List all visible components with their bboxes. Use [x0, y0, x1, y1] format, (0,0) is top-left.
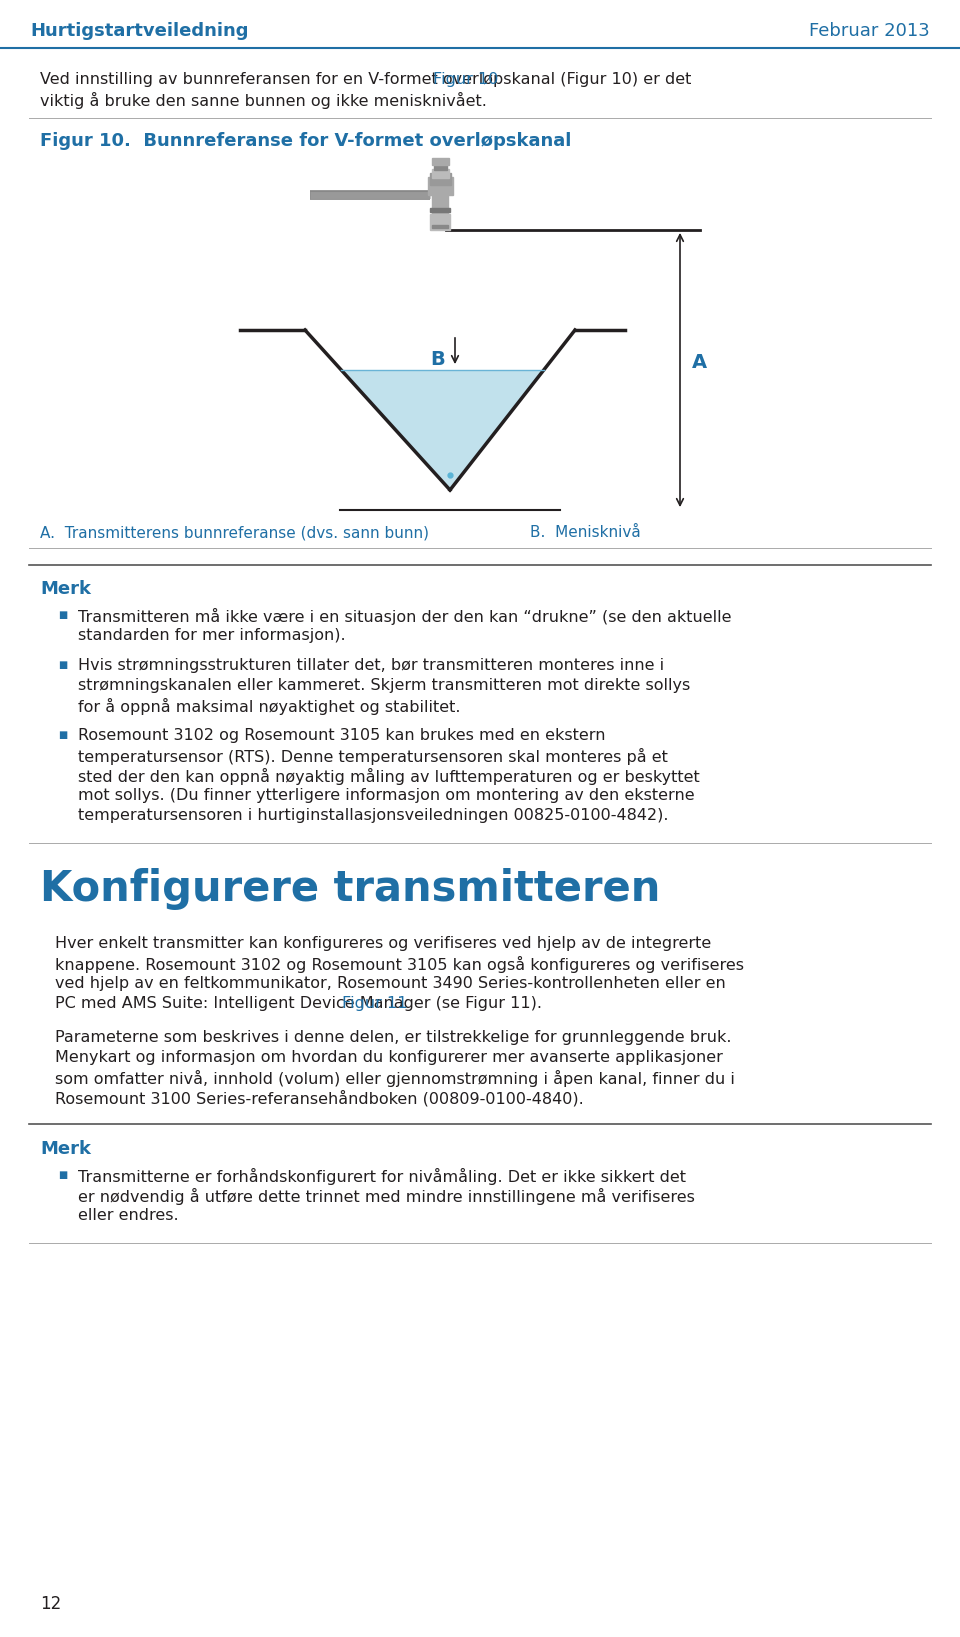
Bar — [430, 214, 450, 231]
Bar — [432, 224, 448, 228]
Text: ■: ■ — [58, 611, 67, 620]
Text: Ved innstilling av bunnreferansen for en V-formet overløpskanal (Figur 10) er de: Ved innstilling av bunnreferansen for en… — [40, 72, 691, 87]
Text: standarden for mer informasjon).: standarden for mer informasjon). — [78, 629, 346, 643]
Text: Konfigurere transmitteren: Konfigurere transmitteren — [40, 868, 660, 910]
Polygon shape — [341, 370, 543, 488]
Text: ved hjelp av en feltkommunikator, Rosemount 3490 Series-kontrollenheten eller en: ved hjelp av en feltkommunikator, Rosemo… — [55, 976, 726, 990]
Text: B: B — [430, 350, 445, 368]
Text: Figur 10: Figur 10 — [433, 72, 498, 87]
Text: som omfatter nivå, innhold (volum) eller gjennomstrømning i åpen kanal, finner d: som omfatter nivå, innhold (volum) eller… — [55, 1071, 734, 1087]
Bar — [432, 193, 448, 214]
Text: Merk: Merk — [40, 1139, 91, 1157]
Text: for å oppnå maksimal nøyaktighet og stabilitet.: for å oppnå maksimal nøyaktighet og stab… — [78, 697, 461, 715]
Text: A: A — [692, 352, 708, 372]
Text: Rosemount 3100 Series-referansehåndboken (00809-0100-4840).: Rosemount 3100 Series-referansehåndboken… — [55, 1090, 584, 1107]
Text: mot sollys. (Du finner ytterligere informasjon om montering av den eksterne: mot sollys. (Du finner ytterligere infor… — [78, 787, 695, 804]
Text: Merk: Merk — [40, 579, 91, 598]
Text: Februar 2013: Februar 2013 — [809, 21, 930, 39]
Text: ■: ■ — [58, 660, 67, 670]
Text: 12: 12 — [40, 1594, 61, 1612]
Text: Hurtigstartveiledning: Hurtigstartveiledning — [30, 21, 249, 39]
Text: sted der den kan oppnå nøyaktig måling av lufttemperaturen og er beskyttet: sted der den kan oppnå nøyaktig måling a… — [78, 768, 700, 786]
Text: Transmitteren må ikke være i en situasjon der den kan “drukne” (se den aktuelle: Transmitteren må ikke være i en situasjo… — [78, 607, 732, 625]
Text: er nødvendig å utføre dette trinnet med mindre innstillingene må verifiseres: er nødvendig å utføre dette trinnet med … — [78, 1188, 695, 1205]
Text: ■: ■ — [58, 730, 67, 740]
Text: Hvis strømningsstrukturen tillater det, bør transmitteren monteres inne i: Hvis strømningsstrukturen tillater det, … — [78, 658, 664, 673]
Text: temperatursensoren i hurtiginstallasjonsveiledningen 00825-0100-4842).: temperatursensoren i hurtiginstallasjons… — [78, 809, 668, 823]
Text: PC med AMS Suite: Intelligent Device Manager (se Figur 11).: PC med AMS Suite: Intelligent Device Man… — [55, 995, 542, 1012]
Text: A.  Transmitterens bunnreferanse (dvs. sann bunn): A. Transmitterens bunnreferanse (dvs. sa… — [40, 525, 429, 540]
Text: temperatursensor (RTS). Denne temperatursensoren skal monteres på et: temperatursensor (RTS). Denne temperatur… — [78, 748, 668, 764]
Text: eller endres.: eller endres. — [78, 1208, 179, 1223]
Bar — [430, 208, 450, 213]
Text: knappene. Rosemount 3102 og Rosemount 3105 kan også konfigureres og verifiseres: knappene. Rosemount 3102 og Rosemount 31… — [55, 956, 744, 972]
Text: strømningskanalen eller kammeret. Skjerm transmitteren mot direkte sollys: strømningskanalen eller kammeret. Skjerm… — [78, 678, 690, 692]
Bar — [428, 177, 453, 195]
Text: Rosemount 3102 og Rosemount 3105 kan brukes med en ekstern: Rosemount 3102 og Rosemount 3105 kan bru… — [78, 728, 606, 743]
Text: Figur 11: Figur 11 — [342, 995, 407, 1012]
Bar — [432, 159, 449, 165]
Bar — [432, 169, 449, 178]
Text: ■: ■ — [58, 1170, 67, 1180]
Bar — [434, 160, 447, 170]
Text: Transmitterne er forhåndskonfigurert for nivåmåling. Det er ikke sikkert det: Transmitterne er forhåndskonfigurert for… — [78, 1169, 686, 1185]
Bar — [430, 174, 451, 185]
Text: Hver enkelt transmitter kan konfigureres og verifiseres ved hjelp av de integrer: Hver enkelt transmitter kan konfigureres… — [55, 936, 711, 951]
Text: B.  Menisknivå: B. Menisknivå — [530, 525, 640, 540]
Text: viktig å bruke den sanne bunnen og ikke menisknivået.: viktig å bruke den sanne bunnen og ikke … — [40, 92, 487, 110]
Text: Menykart og informasjon om hvordan du konfigurerer mer avanserte applikasjoner: Menykart og informasjon om hvordan du ko… — [55, 1049, 723, 1066]
Text: Figur 10.  Bunnreferanse for V-formet overløpskanal: Figur 10. Bunnreferanse for V-formet ove… — [40, 133, 571, 151]
Text: Parameterne som beskrives i denne delen, er tilstrekkelige for grunnleggende bru: Parameterne som beskrives i denne delen,… — [55, 1030, 732, 1044]
